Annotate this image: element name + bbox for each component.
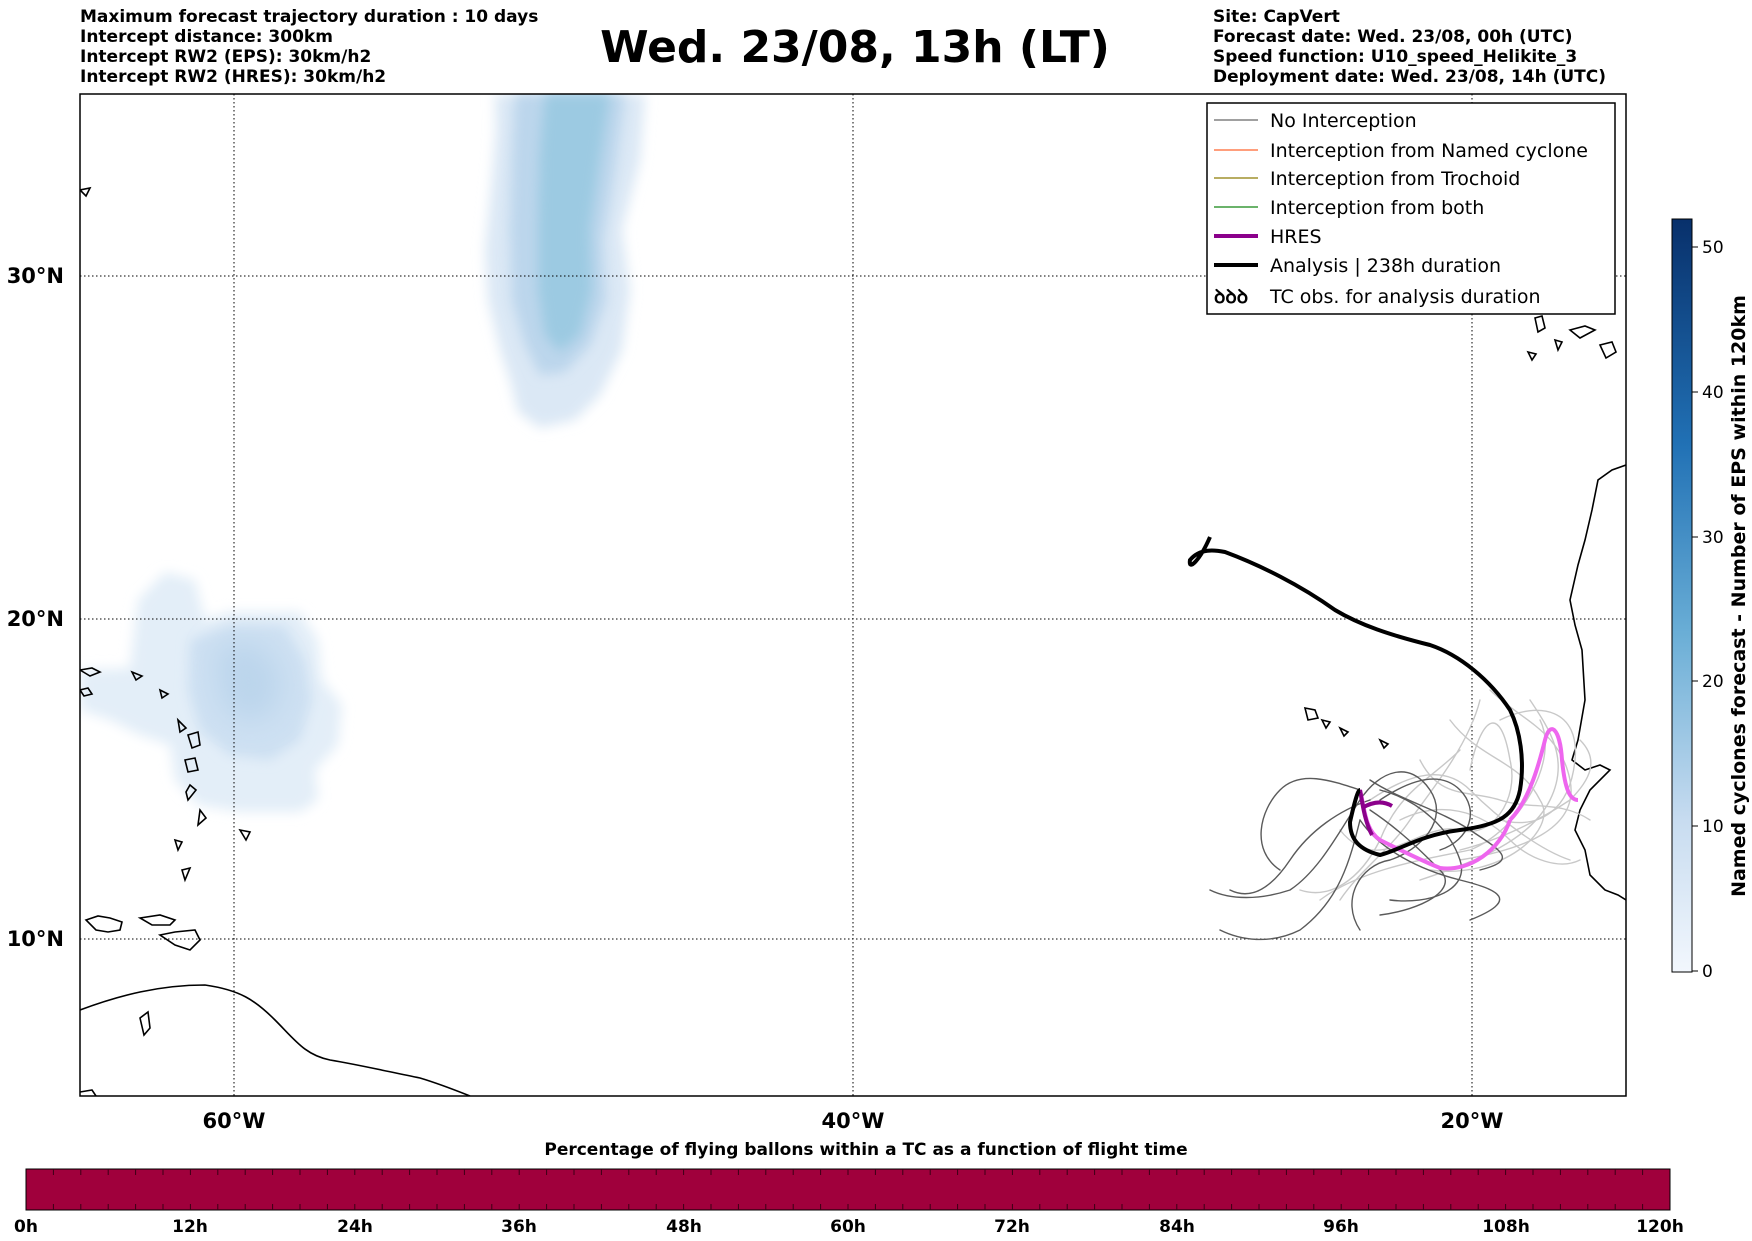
legend-label-analysis: Analysis | 238h duration <box>1270 255 1501 277</box>
longitude-tick-labels: 60°W 40°W 20°W <box>203 1109 1504 1133</box>
site-info-line: Site: CapVert <box>1213 7 1340 27</box>
legend-label-named-cyclone: Interception from Named cyclone <box>1270 140 1588 162</box>
legend: No Interception Interception from Named … <box>1206 102 1616 315</box>
legend-label-tc-obs: TC obs. for analysis duration <box>1269 286 1541 308</box>
lon-tick-label: 40°W <box>822 1109 885 1133</box>
colorbar-tick: 0 <box>1702 962 1713 982</box>
tc-symbol-icon: ꝺꝺꝺ <box>1214 286 1248 308</box>
flight-time-tick: 72h <box>994 1217 1030 1237</box>
forecast-parameters: Maximum forecast trajectory duration : 1… <box>80 7 538 87</box>
flight-time-tick: 120h <box>1636 1217 1684 1237</box>
map-frame <box>79 93 1627 1097</box>
hres-trajectory-end <box>1508 727 1579 822</box>
flight-time-tick: 96h <box>1323 1217 1359 1237</box>
legend-label-both: Interception from both <box>1270 197 1484 219</box>
colorbar-tick: 40 <box>1702 383 1724 403</box>
flight-time-tick: 48h <box>666 1217 702 1237</box>
legend-label-hres: HRES <box>1270 226 1322 248</box>
flight-time-colorbar: Percentage of flying ballons within a TC… <box>14 1140 1684 1237</box>
flight-time-tick: 0h <box>14 1217 38 1237</box>
coastlines <box>80 186 1626 1096</box>
map-area <box>80 94 1626 1096</box>
parameter-line: Intercept distance: 300km <box>80 27 333 47</box>
legend-label-no-interception: No Interception <box>1270 110 1417 132</box>
lat-tick-label: 20°N <box>7 607 64 631</box>
flight-time-tick: 36h <box>501 1217 537 1237</box>
cyclone-density-north <box>485 94 645 428</box>
site-info-line: Speed function: U10_speed_Helikite_3 <box>1213 47 1578 67</box>
colorbar-tick: 30 <box>1702 528 1724 548</box>
parameter-line: Maximum forecast trajectory duration : 1… <box>80 7 539 27</box>
site-info: Site: CapVert Forecast date: Wed. 23/08,… <box>1213 7 1606 87</box>
analysis-trajectory <box>1187 536 1524 858</box>
site-info-line: Forecast date: Wed. 23/08, 00h (UTC) <box>1213 27 1573 47</box>
lat-tick-label: 30°N <box>7 264 64 288</box>
flight-time-tick: 24h <box>337 1217 373 1237</box>
flight-time-tick: 108h <box>1482 1217 1530 1237</box>
colorbar-tick: 20 <box>1702 672 1724 692</box>
colorbar-tick: 50 <box>1702 238 1724 258</box>
cyclone-count-colorbar: 0 10 20 30 40 50 Named cyclones forecast… <box>1671 218 1750 982</box>
site-info-line: Deployment date: Wed. 23/08, 14h (UTC) <box>1213 67 1607 87</box>
flight-time-tick: 60h <box>830 1217 866 1237</box>
flight-time-colorbar-title: Percentage of flying ballons within a TC… <box>544 1140 1187 1160</box>
lat-tick-label: 10°N <box>7 927 64 951</box>
hres-trajectory-start <box>1358 789 1394 836</box>
lon-tick-label: 20°W <box>1441 1109 1504 1133</box>
flight-time-tick: 12h <box>172 1217 208 1237</box>
flight-time-tick: 84h <box>1159 1217 1195 1237</box>
lon-tick-label: 60°W <box>203 1109 266 1133</box>
parameter-line: Intercept RW2 (HRES): 30km/h2 <box>80 67 387 87</box>
colorbar-label: Named cyclones forecast - Number of EPS … <box>1728 295 1750 897</box>
latitude-tick-labels: 30°N 20°N 10°N <box>7 264 64 951</box>
cyclone-density-caribbean <box>80 572 342 812</box>
page-title: Wed. 23/08, 13h (LT) <box>600 22 1110 73</box>
colorbar-tick: 10 <box>1702 817 1724 837</box>
parameter-line: Intercept RW2 (EPS): 30km/h2 <box>80 47 372 67</box>
legend-label-trochoid: Interception from Trochoid <box>1270 168 1520 190</box>
